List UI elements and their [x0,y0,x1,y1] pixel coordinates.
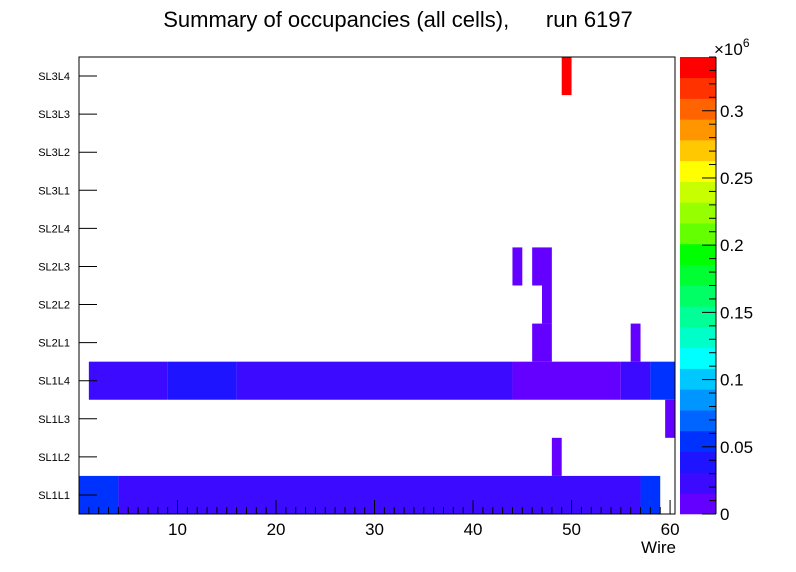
heatmap-cell [620,361,651,400]
palette-band [680,119,716,141]
heatmap-cell [630,323,641,362]
palette-band [680,223,716,245]
x-axis-label: Wire [641,538,676,557]
palette-band [680,430,716,452]
x-tick-label: 20 [267,520,286,539]
palette-band [680,410,716,432]
color-palette-axis: 0 0.05 0.1 0.15 0.2 0.25 0.3 [680,56,753,524]
palette-band [680,285,716,307]
z-exponent-base: ×10 [714,40,743,59]
y-row-label: SL1L4 [38,376,70,388]
palette-band [680,243,716,266]
palette-band [680,389,716,411]
palette-band [680,140,716,162]
heatmap-cell [542,285,552,324]
palette-band [680,368,716,390]
heatmap-cell [167,361,237,400]
x-tick-label: 40 [464,520,483,539]
palette-band [680,98,716,120]
palette-band [680,347,716,369]
palette-band [680,77,716,99]
y-row-label: SL2L2 [38,300,70,312]
heatmap-cell [118,475,641,514]
y-row-label: SL2L3 [38,261,70,273]
y-row-label: SL3L1 [38,185,70,197]
palette-band [680,306,716,328]
z-tick-label: 0.05 [720,438,753,457]
z-tick-label: 0.25 [720,169,753,188]
x-tick-label: 10 [168,520,187,539]
z-tick-label: 0 [720,505,729,524]
y-row-label: SL2L1 [38,338,70,350]
heatmap-cell [512,247,523,286]
palette-band [680,160,716,182]
palette-band [680,57,716,79]
x-tick-label: 30 [365,520,384,539]
z-tick-label: 0.15 [720,303,753,322]
heatmap-cell [88,361,168,400]
heatmap-cell [551,437,562,476]
heatmap-cell [532,247,552,286]
y-row-label: SL1L3 [38,414,70,426]
chart-title: Summary of occupancies (all cells), run … [163,7,633,32]
palette-band [680,181,716,203]
y-row-label: SL1L2 [38,452,70,464]
heatmap-cell [236,361,513,400]
x-axis: 10 20 30 40 50 60 [88,500,680,539]
palette-band [680,493,716,515]
heatmap-cell [532,323,552,362]
y-axis: SL1L1 SL1L2 SL1L3 SL1L4 SL2L1 SL2L2 SL2L3 SL2L4… [38,71,97,502]
heatmap-cell [665,399,675,438]
y-row-label: SL2L4 [38,223,70,235]
palette-band [680,202,716,224]
z-tick-label: 0.2 [720,236,744,255]
plot-frame [78,56,676,515]
palette-band [680,472,716,494]
y-row-label: SL1L1 [38,490,70,502]
z-tick-label: 0.3 [720,102,744,121]
y-row-label: SL3L3 [38,109,70,121]
heatmap-cell [561,57,572,96]
y-row-label: SL3L4 [38,71,70,83]
heatmap-cells [79,57,675,514]
palette-band [680,327,716,349]
heatmap-cell [650,361,675,400]
z-tick-label: 0.1 [720,371,744,390]
y-row-label: SL3L2 [38,147,70,159]
heatmap-cell [512,361,621,400]
x-tick-label: 60 [661,520,680,539]
heatmap-cell [640,475,661,514]
palette-band [680,264,716,286]
z-exponent-label: ×106 [714,36,750,59]
palette-band [680,451,716,473]
x-tick-label: 50 [562,520,581,539]
z-exponent-power: 6 [743,36,750,50]
